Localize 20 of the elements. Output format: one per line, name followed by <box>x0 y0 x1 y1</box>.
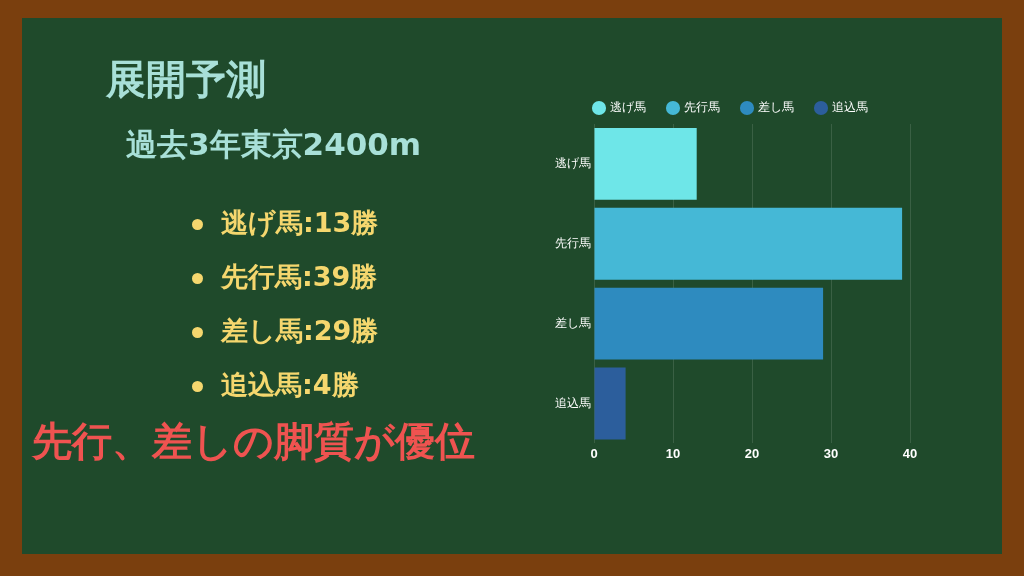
text: 差し馬:29勝 <box>192 304 379 358</box>
x-tick-label: 0 <box>590 445 598 461</box>
y-tick-label: 差し馬 <box>555 315 591 330</box>
y-tick-label: 追込馬 <box>555 395 591 410</box>
y-tick-label: 先行馬 <box>555 236 591 251</box>
legend-label: 逃げ馬 <box>610 100 646 115</box>
x-tick-label: 40 <box>902 445 918 461</box>
y-tick-label: 逃げ馬 <box>555 156 591 171</box>
text: 展開予測 <box>106 55 266 104</box>
text: 過去3年東京2400m <box>126 125 422 164</box>
legend-label: 先行馬 <box>684 100 720 115</box>
text: 逃げ馬:13勝 <box>192 196 379 250</box>
x-tick-label: 20 <box>744 445 760 461</box>
x-tick-label: 30 <box>823 445 839 461</box>
x-tick-label: 10 <box>665 445 681 461</box>
text: 先行、差しの脚質が優位 <box>32 417 475 466</box>
legend-label: 差し馬 <box>758 100 794 115</box>
text: 追込馬:4勝 <box>192 358 379 412</box>
text: 先行馬:39勝 <box>192 250 379 304</box>
legend-label: 追込馬 <box>832 100 868 115</box>
